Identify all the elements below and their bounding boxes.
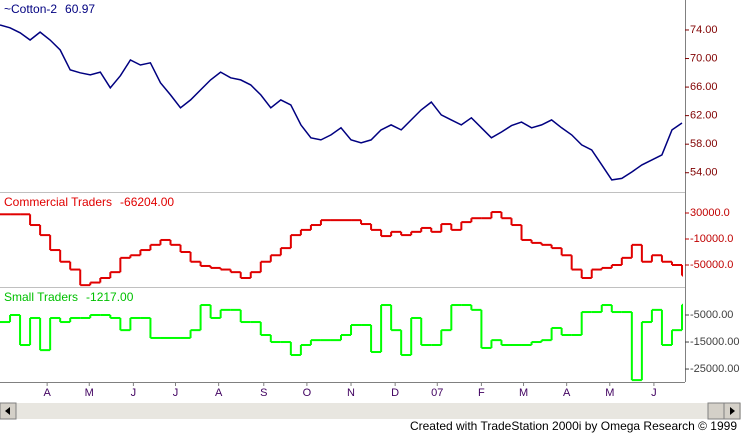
y-tick-label: -15000.00	[690, 336, 740, 348]
x-tick-label: 07	[431, 387, 443, 399]
series-name: Small Traders	[4, 290, 78, 304]
legend-label: Commercial Traders -66204.00	[4, 195, 174, 209]
x-tick-label: A	[215, 387, 223, 399]
x-tick-label: A	[43, 387, 51, 399]
footer-credit: Created with TradeStation 2000i by Omega…	[410, 419, 737, 433]
x-tick-label: A	[563, 387, 571, 399]
legend-label: ~Cotton-2 60.97	[4, 2, 95, 16]
y-tick-label: 58.00	[690, 138, 718, 150]
x-tick-label: F	[478, 387, 485, 399]
y-tick-label: -50000.0	[690, 259, 733, 271]
step-line	[0, 303, 683, 382]
series-name: Commercial Traders	[4, 195, 112, 209]
y-tick-label: 70.00	[690, 52, 718, 64]
y-tick-label: 66.00	[690, 81, 718, 93]
arrow-icon	[730, 407, 735, 415]
series-name: ~Cotton-2	[4, 2, 57, 16]
x-tick-label: M	[519, 387, 528, 399]
x-tick-label: J	[173, 387, 179, 399]
last-value: -1217.00	[86, 290, 134, 304]
legend-label: Small Traders -1217.00	[4, 290, 134, 304]
x-tick-label: N	[347, 387, 355, 399]
x-tick-label: O	[303, 387, 312, 399]
price-line	[0, 24, 683, 181]
x-tick-label: M	[85, 387, 94, 399]
y-tick-label: 30000.0	[690, 207, 730, 219]
y-tick-label: 54.00	[690, 167, 718, 179]
x-tick-label: D	[391, 387, 399, 399]
y-tick-label: -10000.0	[690, 233, 733, 245]
scroll-thumb[interactable]	[707, 402, 725, 420]
x-tick-label: S	[260, 387, 267, 399]
y-tick-label: -5000.00	[690, 309, 733, 321]
x-tick-label: M	[605, 387, 614, 399]
last-value: 60.97	[65, 2, 95, 16]
y-tick-label: 74.00	[690, 24, 718, 36]
y-tick-label: 62.00	[690, 110, 718, 122]
arrow-icon	[5, 407, 10, 415]
scroll-track	[0, 403, 741, 419]
x-tick-label: J	[651, 387, 657, 399]
step-line	[0, 211, 683, 287]
x-tick-label: J	[131, 387, 137, 399]
last-value: -66204.00	[120, 195, 174, 209]
scrollbar[interactable]	[0, 402, 741, 420]
y-tick-label: -25000.00	[690, 363, 740, 375]
